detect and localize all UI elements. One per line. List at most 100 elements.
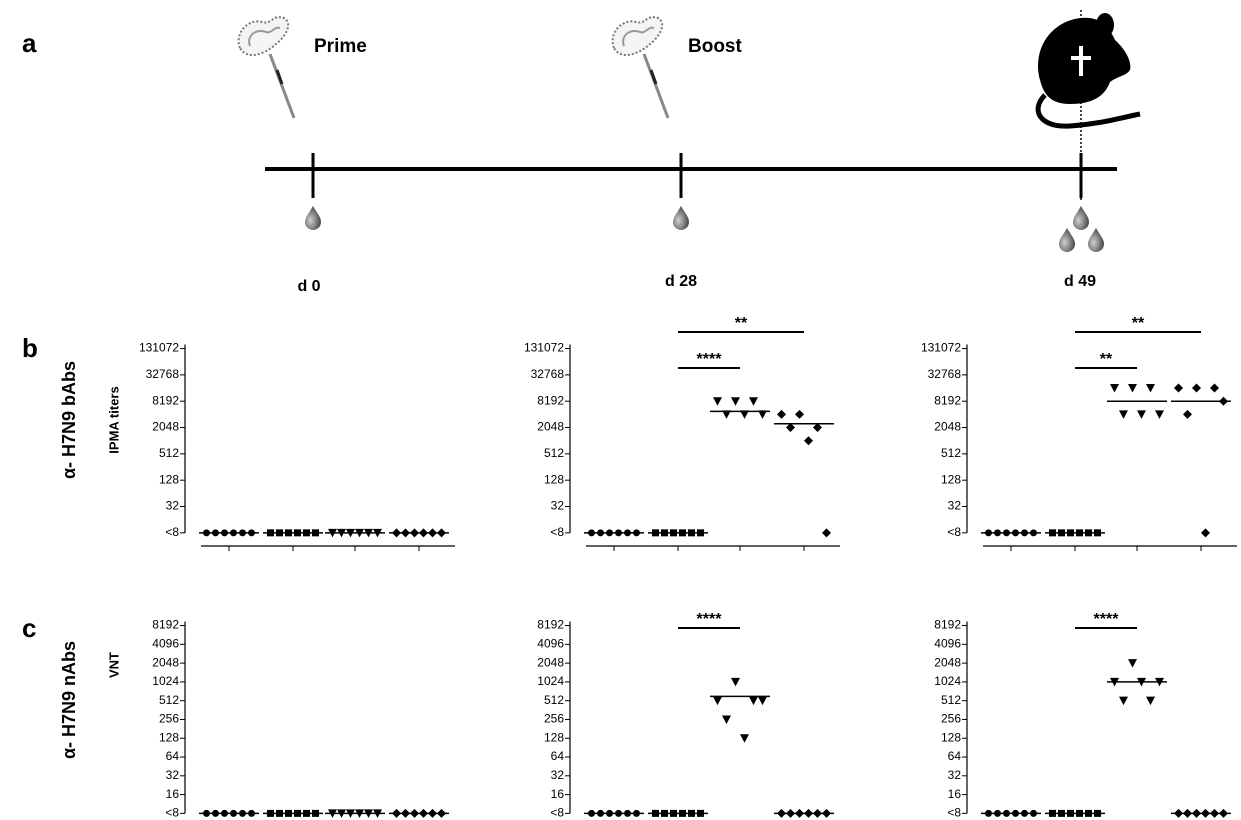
data-point: [230, 810, 237, 817]
y-tick-label: <8: [550, 525, 564, 539]
y-tick-label: 512: [159, 693, 179, 707]
y-tick-label: <8: [947, 525, 961, 539]
y-tick-label: 16: [948, 787, 962, 801]
data-point: [1003, 810, 1010, 817]
day-label: d 28: [665, 273, 697, 290]
data-point: [822, 809, 831, 818]
y-tick-label: 131072: [921, 341, 961, 355]
data-point: [303, 529, 310, 536]
y-tick-label: 128: [544, 730, 564, 744]
data-point: [985, 529, 992, 536]
y-tick-label: 1024: [537, 674, 564, 688]
data-point: [1058, 810, 1065, 817]
data-point: [285, 810, 292, 817]
data-point: [1012, 810, 1019, 817]
data-point: [294, 810, 301, 817]
y-tick-label: 128: [544, 472, 564, 486]
data-point: [624, 810, 631, 817]
data-point: [804, 809, 813, 818]
y-tick-label: 64: [948, 749, 962, 763]
data-point: [1128, 659, 1137, 668]
data-point: [1174, 384, 1183, 393]
data-point: [588, 810, 595, 817]
data-point: [633, 810, 640, 817]
data-point: [588, 529, 595, 536]
data-point: [1058, 529, 1065, 536]
data-point: [1049, 810, 1056, 817]
y-tick-label: 128: [941, 472, 961, 486]
data-point: [994, 529, 1001, 536]
y-tick-label: 512: [544, 446, 564, 460]
data-point: [239, 529, 246, 536]
data-point: [1192, 384, 1201, 393]
y-tick-label: 256: [159, 712, 179, 726]
vaccine-icon: [239, 17, 294, 118]
row-label: α- H7N9 bAbs: [59, 361, 79, 479]
y-tick-label: 16: [166, 787, 180, 801]
data-point: [1192, 809, 1201, 818]
data-point: [615, 810, 622, 817]
data-point: [795, 410, 804, 419]
data-point: [239, 810, 246, 817]
axis-title: VNT: [106, 652, 121, 678]
row-label: α- H7N9 nAbs: [59, 641, 79, 759]
data-point: [1201, 528, 1210, 537]
data-point: [624, 529, 631, 536]
y-tick-label: 1024: [152, 674, 179, 688]
data-point: [419, 528, 428, 537]
data-point: [248, 810, 255, 817]
data-point: [713, 397, 722, 406]
data-point: [679, 810, 686, 817]
data-point: [1067, 529, 1074, 536]
figure: a b c Prime Boost d 0 d 28 d 49 α- H7N9 …: [0, 0, 1241, 820]
y-tick-label: 32: [948, 768, 962, 782]
y-tick-label: 32768: [531, 367, 565, 381]
y-tick-label: 128: [941, 730, 961, 744]
mouse-icon: [1038, 13, 1140, 126]
data-point: [731, 678, 740, 687]
y-tick-label: 1024: [934, 674, 961, 688]
y-tick-label: 32: [166, 768, 180, 782]
significance-label: ****: [1094, 611, 1120, 628]
data-point: [1219, 397, 1228, 406]
data-point: [1128, 384, 1137, 393]
blood-drop: [305, 206, 321, 230]
data-point: [303, 810, 310, 817]
blood-drop: [1059, 228, 1075, 252]
y-tick-label: 8192: [934, 393, 961, 407]
data-point: [670, 529, 677, 536]
data-point: [688, 529, 695, 536]
data-point: [1110, 384, 1119, 393]
data-point: [428, 809, 437, 818]
panel-letter: a: [22, 28, 37, 58]
y-tick-label: <8: [165, 525, 179, 539]
data-point: [822, 528, 831, 537]
data-point: [267, 810, 274, 817]
data-point: [428, 528, 437, 537]
data-point: [813, 809, 822, 818]
data-point: [203, 529, 210, 536]
data-point: [697, 529, 704, 536]
data-point: [1219, 809, 1228, 818]
data-point: [392, 528, 401, 537]
data-point: [312, 529, 319, 536]
data-point: [670, 810, 677, 817]
data-point: [679, 529, 686, 536]
data-point: [1210, 809, 1219, 818]
data-point: [248, 529, 255, 536]
y-tick-label: 32: [948, 499, 962, 513]
significance-label: ****: [697, 351, 723, 368]
y-tick-label: 8192: [537, 393, 564, 407]
data-point: [606, 529, 613, 536]
data-point: [1076, 810, 1083, 817]
blood-drop: [1073, 206, 1089, 230]
y-tick-label: 2048: [152, 420, 179, 434]
data-point: [392, 809, 401, 818]
axis-title: IPMA titers: [106, 386, 121, 453]
data-point: [1067, 810, 1074, 817]
y-tick-label: 16: [551, 787, 565, 801]
data-point: [437, 809, 446, 818]
y-tick-label: 8192: [152, 393, 179, 407]
data-point: [749, 697, 758, 706]
data-point: [688, 810, 695, 817]
